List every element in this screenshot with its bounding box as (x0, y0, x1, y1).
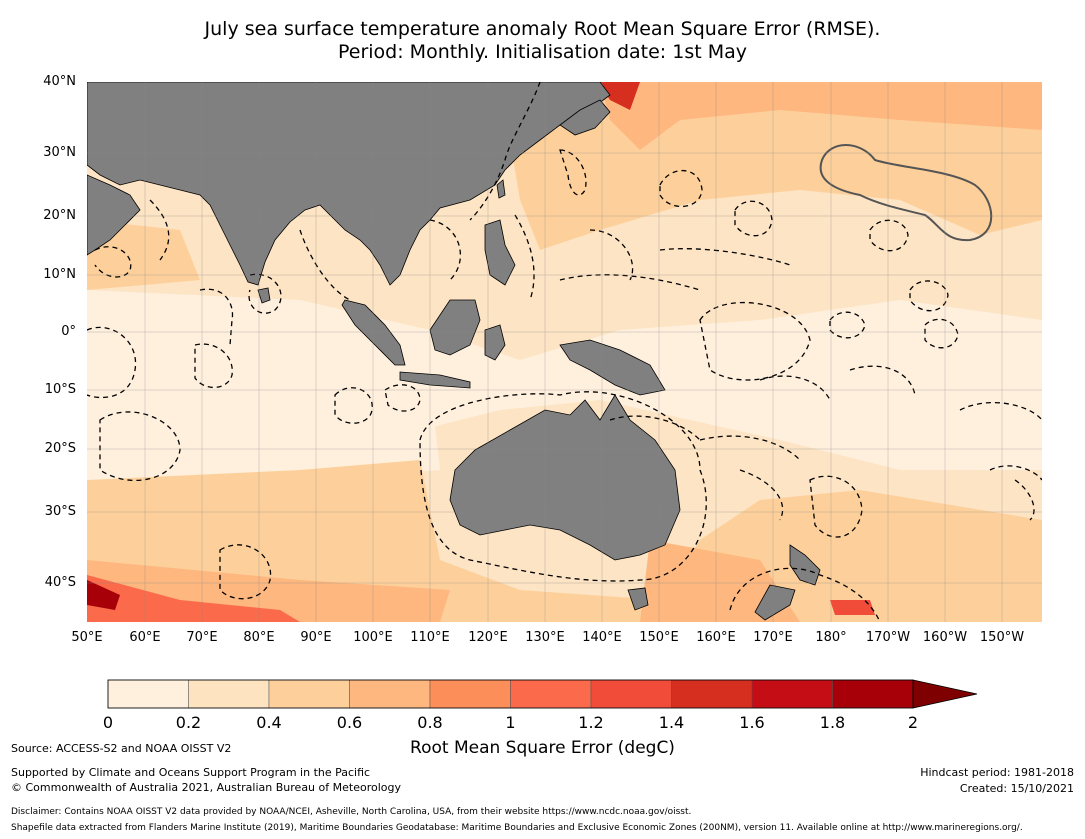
colorbar-swatch (751, 679, 833, 709)
colorbar-swatch (188, 679, 270, 709)
lon-label-50e: 50°E (71, 630, 103, 645)
land-japan (559, 99, 611, 136)
colorbar-swatch (832, 679, 914, 709)
colorbar-label: Root Mean Square Error (degC) (410, 738, 675, 758)
land-new-zealand (754, 544, 821, 621)
colorbar-tick-1: 1 (505, 713, 516, 732)
colorbar-swatch (268, 679, 350, 709)
lon-label-80e: 80°E (243, 630, 275, 645)
lon-label-110e: 110°E (410, 630, 450, 645)
very-high-error-region (830, 600, 875, 615)
colorbar-swatch (349, 679, 431, 709)
colorbar-frame (107, 679, 914, 709)
lon-label-170e: 170°E (753, 630, 793, 645)
extreme-error-region (87, 580, 120, 610)
lon-label-150w: 150°W (979, 630, 1025, 645)
lon-label-70e: 70°E (186, 630, 218, 645)
lon-label-180: 180° (815, 630, 847, 645)
lon-label-90e: 90°E (300, 630, 332, 645)
lon-label-100e: 100°E (353, 630, 393, 645)
lon-label-140e: 140°E (582, 630, 622, 645)
lat-label-20s: 20°S (44, 441, 76, 456)
lat-label-40n: 40°N (43, 74, 76, 89)
lat-label-40s: 40°S (44, 575, 76, 590)
land-australia (449, 394, 681, 561)
lat-label-equator: 0° (61, 324, 76, 339)
moderate-error-region (87, 220, 200, 290)
colorbar-swatch (590, 679, 672, 709)
very-high-error-region (87, 575, 300, 622)
graticule (87, 82, 1042, 622)
created-date: Created: 15/10/2021 (959, 782, 1074, 795)
lon-label-120e: 120°E (468, 630, 508, 645)
land-borneo (429, 299, 481, 356)
lat-label-30s: 30°S (44, 504, 76, 519)
land-sumatra (341, 299, 406, 366)
colorbar-swatch (510, 679, 592, 709)
shapefile-note: Shapefile data extracted from Flanders M… (11, 823, 1023, 833)
lat-label-10s: 10°S (44, 382, 76, 397)
colorbar-swatch (429, 679, 511, 709)
chart-title-line2: Period: Monthly. Initialisation date: 1s… (337, 41, 747, 63)
lon-label-160w: 160°W (922, 630, 968, 645)
copyright-note: © Commonwealth of Australia 2021, Austra… (11, 781, 401, 794)
land-sri-lanka (257, 287, 271, 304)
high-error-region (600, 82, 1042, 150)
high-error-region (640, 540, 800, 622)
land-new-guinea (559, 339, 666, 396)
land-arabia (87, 174, 141, 256)
colorbar-tick-0.4: 0.4 (256, 713, 282, 732)
colorbar-extend-arrow (912, 679, 978, 709)
colorbar-swatch (107, 679, 189, 709)
colorbar-tick-1.2: 1.2 (578, 713, 604, 732)
colorbar-tick-1.4: 1.4 (658, 713, 685, 732)
colorbar-tick-1.8: 1.8 (819, 713, 846, 732)
land-java (399, 371, 471, 389)
colorbar-tick-1.6: 1.6 (739, 713, 765, 732)
support-note: Supported by Climate and Oceans Support … (11, 766, 371, 779)
colorbar-tick-0.8: 0.8 (417, 713, 443, 732)
very-high-error-region (598, 82, 640, 110)
lon-label-130e: 130°E (525, 630, 565, 645)
land-sulawesi (484, 324, 506, 361)
lon-label-160e: 160°E (696, 630, 736, 645)
source-note: Source: ACCESS-S2 and NOAA OISST V2 (11, 742, 232, 755)
disclaimer-note: Disclaimer: Contains NOAA OISST V2 data … (11, 807, 692, 817)
lat-label-10n: 10°N (43, 267, 76, 282)
lon-label-60e: 60°E (129, 630, 161, 645)
lon-label-170w: 170°W (865, 630, 911, 645)
hindcast-period: Hindcast period: 1981-2018 (920, 766, 1074, 779)
colorbar-tick-0.2: 0.2 (175, 713, 202, 732)
colorbar-swatch (671, 679, 753, 709)
land-asia (87, 82, 611, 286)
land-tasmania (627, 587, 649, 611)
land-taiwan (496, 179, 506, 199)
hawaii-contour (819, 144, 993, 242)
chart-title-line1: July sea surface temperature anomaly Roo… (204, 18, 881, 40)
colorbar-tick-2: 2 (907, 713, 919, 732)
colorbar-tick-0.6: 0.6 (336, 713, 363, 732)
colorbar-tick-0: 0 (102, 713, 114, 732)
lat-label-20n: 20°N (43, 208, 76, 223)
lon-label-150e: 150°E (639, 630, 679, 645)
lat-label-30n: 30°N (43, 145, 76, 160)
